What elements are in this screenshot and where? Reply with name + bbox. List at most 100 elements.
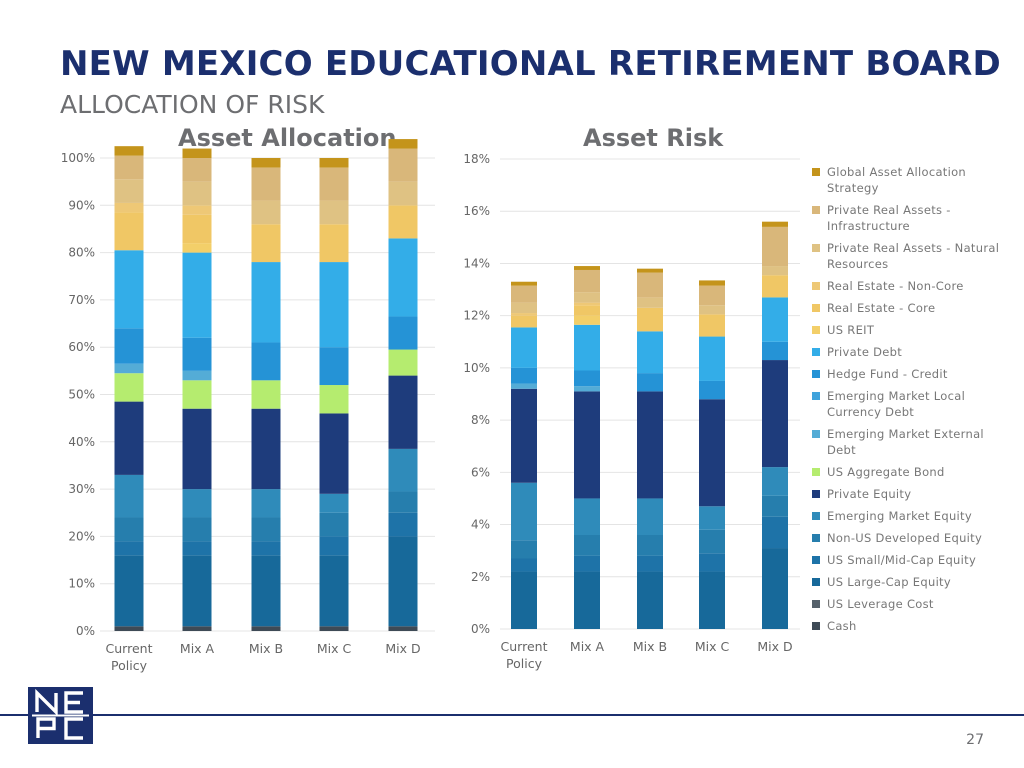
legend-swatch bbox=[812, 244, 820, 252]
legend-label: Emerging Market Equity bbox=[827, 509, 972, 523]
risk-bar-segment-private-real-assets-infrastructure bbox=[637, 272, 663, 298]
legend-label: US Leverage Cost bbox=[827, 597, 934, 611]
alloc-bar-segment-us-large-cap-equity bbox=[114, 555, 144, 627]
risk-x-category-label: Mix D bbox=[757, 639, 792, 654]
legend-item: US Small/Mid-Cap Equity bbox=[812, 552, 1012, 568]
alloc-bar-segment-real-estate-non-core bbox=[114, 202, 144, 213]
legend-label: Emerging Market Local Currency Debt bbox=[827, 389, 966, 419]
legend-swatch bbox=[812, 430, 820, 438]
alloc-y-tick-label: 50% bbox=[68, 388, 95, 402]
alloc-bar-segment-real-estate-core bbox=[388, 205, 418, 239]
risk-x-category-label: Mix C bbox=[695, 639, 730, 654]
risk-bar-segment-global-asset-allocation-strategy bbox=[574, 266, 600, 270]
alloc-y-tick-label: 20% bbox=[68, 529, 95, 543]
legend-label: Private Debt bbox=[827, 345, 903, 359]
risk-bar-segment-emerging-market-external-debt bbox=[574, 386, 600, 392]
risk-y-tick-label: 8% bbox=[471, 413, 490, 427]
risk-bar-segment-private-debt bbox=[637, 331, 663, 374]
risk-bar-segment-private-real-assets-natural-resources bbox=[574, 292, 600, 303]
legend-label: Private Equity bbox=[827, 487, 912, 501]
legend-label: Private Real Assets - Natural Resources bbox=[827, 241, 1000, 271]
risk-bar-segment-non-us-developed-equity bbox=[762, 495, 788, 517]
risk-x-category-label: Mix B bbox=[633, 639, 667, 654]
risk-bar-segment-emerging-market-equity bbox=[511, 482, 537, 541]
risk-bar-segment-private-equity bbox=[511, 388, 537, 483]
legend-item: US Aggregate Bond bbox=[812, 464, 1012, 480]
legend-label: US REIT bbox=[827, 323, 875, 337]
risk-bar-segment-global-asset-allocation-strategy bbox=[762, 221, 788, 227]
risk-bar-segment-private-real-assets-infrastructure bbox=[574, 269, 600, 293]
alloc-bar-segment-private-equity bbox=[114, 401, 144, 475]
risk-y-tick-label: 12% bbox=[463, 309, 490, 323]
page-number: 27 bbox=[966, 732, 984, 748]
legend-swatch bbox=[812, 468, 820, 476]
nepc-logo bbox=[28, 687, 93, 744]
alloc-y-tick-label: 90% bbox=[68, 198, 95, 212]
risk-y-tick-label: 16% bbox=[463, 204, 490, 218]
legend-swatch bbox=[812, 304, 820, 312]
risk-bar-segment-us-small-mid-cap-equity bbox=[699, 553, 725, 572]
risk-bar-segment-hedge-fund-credit bbox=[699, 380, 725, 400]
alloc-bar-segment-us-aggregate-bond bbox=[182, 380, 212, 409]
risk-bar-segment-private-equity bbox=[699, 399, 725, 507]
legend-item: Non-US Developed Equity bbox=[812, 530, 1012, 546]
alloc-bar-segment-private-real-assets-infrastructure bbox=[319, 167, 349, 201]
legend-label: Real Estate - Non-Core bbox=[827, 279, 964, 293]
risk-x-category-label: Mix A bbox=[570, 639, 605, 654]
legend-label: Real Estate - Core bbox=[827, 301, 936, 315]
risk-bar-segment-emerging-market-equity bbox=[637, 498, 663, 535]
alloc-y-tick-label: 30% bbox=[68, 482, 95, 496]
risk-bar-segment-real-estate-core bbox=[637, 307, 663, 332]
legend-label: Emerging Market External Debt bbox=[827, 427, 984, 457]
alloc-bar-segment-us-aggregate-bond bbox=[114, 373, 144, 402]
charts-canvas: 0% 10% 20% 30% 40% 50% 60% 70% 80% 90% 100% Current… bbox=[61, 139, 800, 673]
risk-bar-segment-us-large-cap-equity bbox=[699, 571, 725, 629]
alloc-bar-segment-hedge-fund-credit bbox=[319, 347, 349, 386]
alloc-y-tick-label: 80% bbox=[68, 246, 95, 260]
alloc-y-tick-label: 60% bbox=[68, 340, 95, 354]
alloc-bar-segment-private-equity bbox=[251, 408, 281, 490]
alloc-bar-segment-emerging-market-equity bbox=[251, 489, 281, 518]
alloc-bar-segment-private-real-assets-natural-resources bbox=[388, 181, 418, 206]
alloc-bar-segment-hedge-fund-credit bbox=[114, 328, 144, 364]
risk-bar-segment-real-estate-core bbox=[762, 275, 788, 298]
legend-item: Private Real Assets - Natural Resources bbox=[812, 240, 1012, 272]
alloc-bar-segment-us-aggregate-bond bbox=[319, 385, 349, 414]
alloc-x-category-label: Mix B bbox=[249, 641, 283, 656]
alloc-bar-segment-emerging-market-equity bbox=[114, 474, 144, 518]
risk-bar-segment-hedge-fund-credit bbox=[511, 367, 537, 384]
risk-bar-segment-private-real-assets-infrastructure bbox=[762, 226, 788, 267]
legend-swatch bbox=[812, 556, 820, 564]
risk-bar-segment-real-estate-core bbox=[699, 314, 725, 337]
asset-allocation-chart-title: Asset Allocation bbox=[178, 124, 397, 152]
alloc-bar-segment-real-estate-core bbox=[251, 224, 281, 263]
alloc-bar-segment-global-asset-allocation-strategy bbox=[251, 158, 281, 168]
risk-bar-segment-hedge-fund-credit bbox=[637, 373, 663, 392]
alloc-bar-segment-global-asset-allocation-strategy bbox=[319, 158, 349, 168]
alloc-bar-segment-hedge-fund-credit bbox=[388, 316, 418, 350]
risk-bar-segment-us-reit bbox=[574, 315, 600, 325]
alloc-bar-segment-hedge-fund-credit bbox=[251, 342, 281, 381]
risk-bar-segment-private-real-assets-natural-resources bbox=[762, 266, 788, 276]
risk-bar-segment-private-debt bbox=[511, 327, 537, 368]
alloc-y-tick-label: 0% bbox=[76, 624, 95, 638]
legend-swatch bbox=[812, 512, 820, 520]
risk-bar-segment-private-debt bbox=[574, 324, 600, 371]
alloc-y-tick-label: 40% bbox=[68, 435, 95, 449]
alloc-bar-segment-cash bbox=[388, 626, 418, 631]
alloc-bar-segment-global-asset-allocation-strategy bbox=[182, 148, 212, 158]
risk-bar-segment-global-asset-allocation-strategy bbox=[699, 280, 725, 286]
alloc-y-tick-label: 100% bbox=[61, 151, 95, 165]
risk-y-tick-label: 0% bbox=[471, 622, 490, 636]
legend-swatch bbox=[812, 490, 820, 498]
legend-swatch bbox=[812, 534, 820, 542]
legend-item: Global Asset Allocation Strategy bbox=[812, 164, 1012, 196]
alloc-bar-segment-non-us-developed-equity bbox=[319, 512, 349, 537]
alloc-bar-segment-private-real-assets-natural-resources bbox=[114, 179, 144, 203]
legend-label: US Aggregate Bond bbox=[827, 465, 945, 479]
alloc-bar-segment-hedge-fund-credit bbox=[182, 337, 212, 371]
alloc-bar-segment-global-asset-allocation-strategy bbox=[388, 139, 418, 149]
risk-bar-segment-private-equity bbox=[762, 360, 788, 468]
legend-swatch bbox=[812, 282, 820, 290]
legend-swatch bbox=[812, 168, 820, 176]
